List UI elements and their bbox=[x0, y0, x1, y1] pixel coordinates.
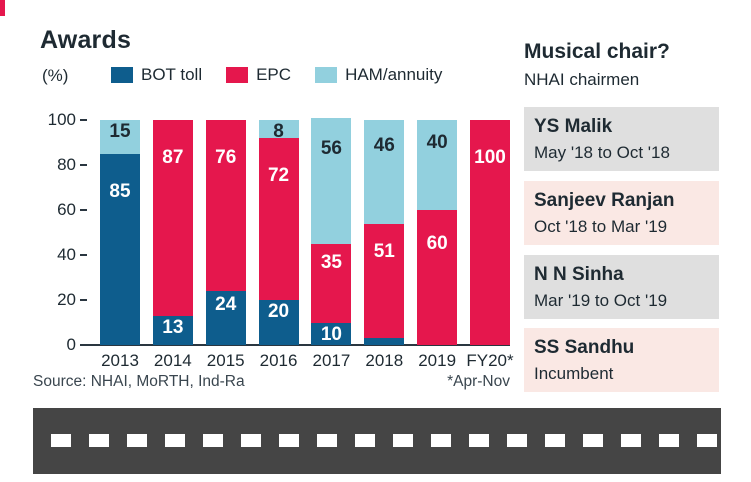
axis-tick bbox=[80, 344, 87, 346]
sidebar-subtitle: NHAI chairmen bbox=[524, 70, 640, 89]
bar-segment bbox=[205, 291, 246, 345]
axis-tick bbox=[80, 119, 87, 121]
axis-tick bbox=[80, 209, 87, 211]
legend-swatch bbox=[226, 67, 249, 83]
bar-value-label: 46 bbox=[373, 134, 395, 156]
y-axis-label: 40 bbox=[57, 245, 76, 264]
chairman-name: Sanjeev Ranjan bbox=[534, 190, 675, 211]
bar-value-label: 20 bbox=[267, 301, 290, 322]
bar-value-label: 15 bbox=[109, 121, 131, 142]
bar-segment bbox=[258, 300, 299, 345]
axis-tick bbox=[80, 164, 87, 166]
sidebar-title: Musical chair? bbox=[524, 40, 670, 63]
bar-value-label: 85 bbox=[109, 180, 131, 202]
x-axis-label: 2013 bbox=[101, 351, 139, 370]
legend-item: HAM/annuity bbox=[315, 65, 442, 85]
legend-label: HAM/annuity bbox=[345, 65, 443, 84]
bar-value-label: 60 bbox=[426, 232, 448, 254]
source-note: Source: NHAI, MoRTH, Ind-Ra bbox=[33, 373, 245, 390]
red-accent-tick bbox=[0, 0, 5, 16]
x-axis-label: FY20* bbox=[466, 351, 514, 370]
x-axis-label: 2016 bbox=[259, 351, 298, 370]
y-axis-label: 0 bbox=[66, 335, 76, 354]
bar-segment bbox=[311, 322, 352, 345]
chairman-name: N N Sinha bbox=[534, 264, 624, 285]
chairman-tenure: May '18 to Oct '18 bbox=[534, 143, 670, 162]
legend-item: BOT toll bbox=[111, 65, 202, 85]
bar-value-label: 76 bbox=[215, 147, 237, 168]
bar-segment bbox=[100, 120, 140, 154]
bar-segment bbox=[152, 120, 193, 316]
bar-segment bbox=[364, 338, 405, 345]
bar-segment bbox=[364, 120, 405, 224]
chairman-card: YS Malik May '18 to Oct '18 bbox=[524, 107, 719, 171]
bar-segment bbox=[311, 117, 352, 244]
bar-segment bbox=[152, 315, 193, 345]
chairman-name: SS Sandhu bbox=[534, 337, 635, 358]
chairman-card: SS Sandhu Incumbent bbox=[524, 328, 719, 392]
bar-value-label: 40 bbox=[426, 131, 448, 153]
legend-item: EPC bbox=[226, 65, 291, 85]
x-axis-label: 2014 bbox=[153, 351, 192, 370]
chairman-tenure: Incumbent bbox=[534, 364, 614, 383]
y-axis-label: 100 bbox=[47, 110, 76, 129]
y-axis-label: 80 bbox=[57, 155, 76, 174]
y-axis-label: 60 bbox=[57, 200, 76, 219]
footnote: *Apr-Nov bbox=[447, 373, 510, 390]
chairman-tenure: Oct '18 to Mar '19 bbox=[534, 217, 668, 236]
bar-segment bbox=[258, 120, 299, 138]
legend-swatch bbox=[315, 67, 338, 83]
x-axis-label: 2019 bbox=[418, 351, 457, 370]
chart-legend: BOT toll EPC HAM/annuity bbox=[111, 64, 442, 86]
bar-segment bbox=[205, 120, 246, 291]
x-axis-line bbox=[84, 344, 510, 347]
bar-segment bbox=[100, 153, 140, 345]
bar-segment bbox=[258, 138, 299, 300]
chairman-tenure: Mar '19 to Oct '19 bbox=[534, 291, 668, 310]
chairman-name: YS Malik bbox=[534, 116, 613, 137]
bar-value-label: 56 bbox=[320, 138, 342, 160]
bar-segment bbox=[364, 223, 405, 339]
bar-segment bbox=[417, 210, 458, 345]
bar-value-label: 24 bbox=[215, 293, 237, 315]
bar-value-label: 13 bbox=[162, 316, 184, 338]
x-axis-label: 2017 bbox=[312, 351, 351, 370]
chairman-card: N N Sinha Mar '19 to Oct '19 bbox=[524, 255, 719, 319]
bar-value-label: 10 bbox=[320, 323, 342, 345]
axis-tick bbox=[80, 254, 87, 256]
bar-value-label: 87 bbox=[162, 147, 184, 168]
road-lane-dashes bbox=[33, 434, 721, 447]
legend-label: BOT toll bbox=[141, 65, 203, 84]
legend-label: EPC bbox=[256, 65, 292, 84]
axis-tick bbox=[80, 299, 87, 301]
bar-value-label: 51 bbox=[373, 241, 395, 263]
chart-title: Awards bbox=[40, 26, 132, 54]
bar-value-label: 100 bbox=[474, 147, 506, 168]
bar-value-label: 8 bbox=[273, 121, 284, 142]
legend-swatch bbox=[111, 67, 133, 83]
bar-segment bbox=[311, 243, 352, 323]
x-axis-label: 2015 bbox=[206, 351, 245, 370]
x-axis-label: 2018 bbox=[365, 351, 404, 370]
y-axis-label: 20 bbox=[57, 290, 76, 309]
bar-segment bbox=[417, 120, 458, 210]
bar-segment bbox=[469, 120, 510, 345]
bar-value-label: 72 bbox=[267, 165, 290, 186]
bar-value-label: 35 bbox=[320, 252, 342, 274]
road-graphic bbox=[33, 408, 721, 474]
chart-unit-label: (%) bbox=[42, 66, 69, 85]
chairman-card: Sanjeev Ranjan Oct '18 to Mar '19 bbox=[524, 181, 719, 245]
